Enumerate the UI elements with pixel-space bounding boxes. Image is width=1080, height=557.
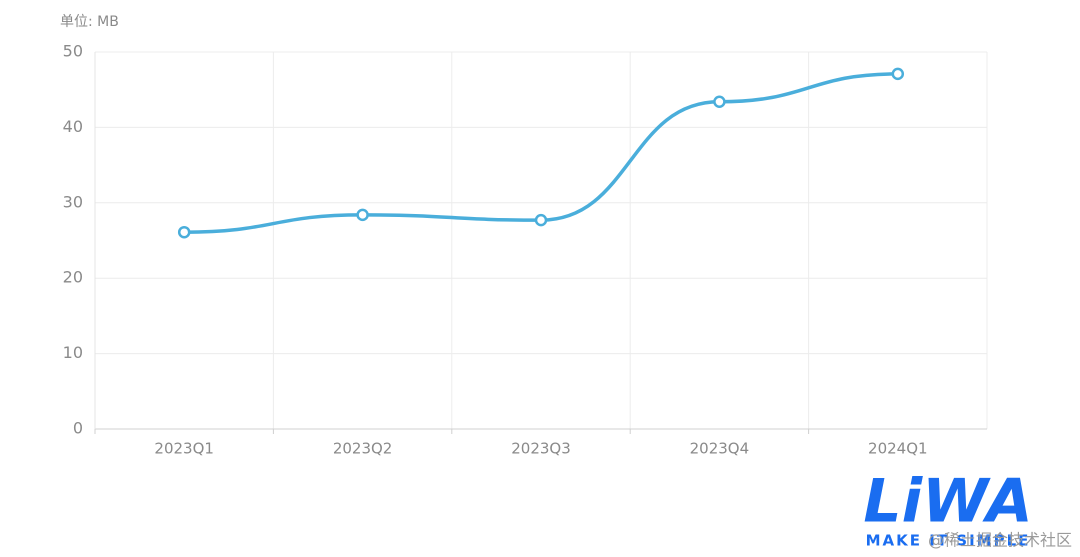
point [177,225,191,239]
x-tick-label: 2023Q3 [511,440,571,458]
logo-slogan: MAKE IT SIMPLE [866,532,1031,550]
x-tick-label: 2023Q2 [333,440,393,458]
watermark: @稀土掘金技术社区 [928,531,1072,550]
y-tick-label: 30 [63,192,83,211]
point [891,67,905,81]
logo-name: LiWA [863,467,1032,537]
y-tick-label: 0 [73,419,83,438]
point [356,208,369,222]
y-tick-label: 20 [63,268,83,287]
x-tick-label: 2023Q4 [690,440,750,458]
x-tick-label: 2024Q1 [868,440,928,458]
line [184,72,898,234]
point [713,95,726,109]
y-tick-label: 40 [63,117,83,136]
x-tick-label: 2023Q1 [154,440,214,458]
point [534,213,548,227]
y-tick-label: 10 [63,343,83,362]
y-axis-label: 单位: MB [60,14,119,30]
y-tick-label: 50 [63,42,83,61]
